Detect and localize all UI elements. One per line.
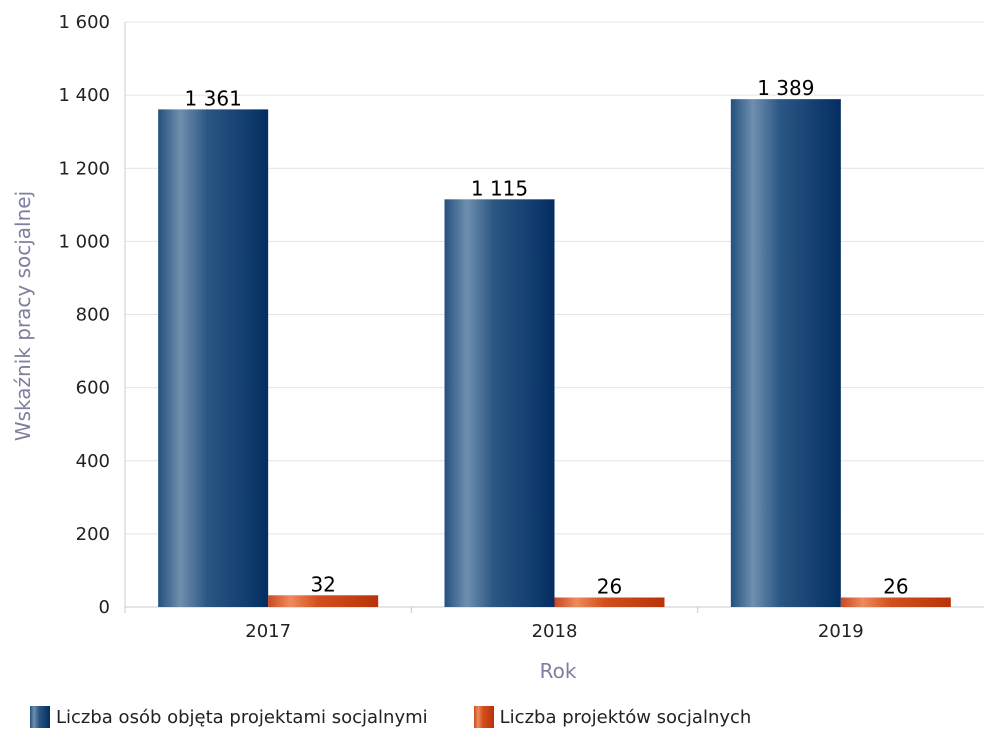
legend: Liczba osób objęta projektami socjalnymi… bbox=[30, 706, 797, 728]
bar-projects-2018[interactable] bbox=[554, 597, 665, 607]
y-axis-title: Wskaźnik pracy socjalnej bbox=[11, 191, 35, 441]
legend-swatch-projects bbox=[473, 706, 494, 728]
data-label-persons-2017: 1 361 bbox=[185, 86, 242, 110]
legend-item-projects[interactable]: Liczba projektów socjalnych bbox=[473, 706, 752, 728]
y-tick-label: 800 bbox=[76, 305, 110, 326]
y-tick-label: 200 bbox=[76, 524, 110, 545]
legend-label-persons: Liczba osób objęta projektami socjalnymi bbox=[56, 706, 428, 728]
data-labels: 1 361 32 1 115 26 1 389 26 bbox=[185, 76, 909, 598]
bar-persons-2018[interactable] bbox=[444, 199, 555, 607]
x-tick-label: 2017 bbox=[245, 621, 291, 642]
data-label-projects-2017: 32 bbox=[310, 572, 335, 596]
x-axis-title: Rok bbox=[540, 659, 577, 683]
bar-persons-2017[interactable] bbox=[158, 109, 269, 608]
bar-projects-2019[interactable] bbox=[840, 597, 951, 607]
data-label-persons-2019: 1 389 bbox=[757, 76, 814, 100]
legend-label-projects: Liczba projektów socjalnych bbox=[499, 706, 752, 728]
data-label-projects-2018: 26 bbox=[597, 574, 622, 598]
data-label-persons-2018: 1 115 bbox=[471, 176, 528, 200]
y-tick-label: 600 bbox=[76, 378, 110, 399]
x-tick-label: 2018 bbox=[532, 621, 578, 642]
data-label-projects-2019: 26 bbox=[883, 574, 908, 598]
y-tick-label: 1 000 bbox=[58, 231, 110, 252]
y-tick-label: 1 200 bbox=[58, 158, 110, 179]
bars bbox=[158, 99, 951, 608]
chart: 0 200 400 600 800 1 000 1 200 1 400 1 600 2017 201… bbox=[11, 12, 984, 683]
y-tick-label: 1 600 bbox=[58, 12, 110, 33]
y-tick-label: 400 bbox=[76, 451, 110, 472]
x-tick-label: 2019 bbox=[818, 621, 864, 642]
bar-projects-2017[interactable] bbox=[268, 595, 379, 607]
y-tick-label: 0 bbox=[99, 597, 110, 618]
legend-swatch-persons bbox=[30, 706, 50, 728]
legend-item-persons[interactable]: Liczba osób objęta projektami socjalnymi bbox=[30, 706, 428, 728]
bar-persons-2019[interactable] bbox=[730, 99, 841, 607]
y-tick-label: 1 400 bbox=[58, 85, 110, 106]
